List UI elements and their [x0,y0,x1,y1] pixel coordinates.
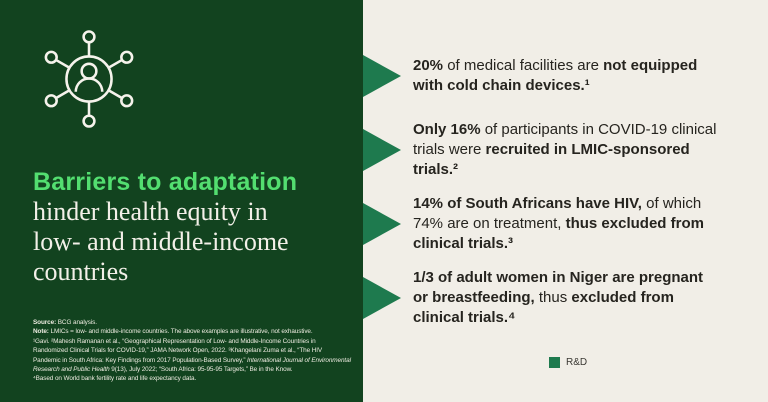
chevron-right-icon [363,203,401,245]
slide-title: Barriers to adaptation hinder health equ… [33,167,353,287]
title-line-2: low- and middle-income [33,227,289,256]
bullet-row-3: 14% of South Africans have HIV, of which… [363,193,768,255]
footnote-reference-4: ⁴Based on World bank fertility rate and … [33,375,197,383]
footnote-note: Note: LMICs = low- and middle-income cou… [33,328,313,336]
people-network-icon [44,30,134,128]
footnote-source: Source: BCG analysis. [33,319,97,326]
legend: R&D [549,357,587,368]
left-panel: Barriers to adaptation hinder health equ… [0,0,363,402]
bullet-text-1: 20% of medical facilities are not equipp… [413,57,698,94]
title-line-1: hinder health equity in [33,197,268,226]
legend-label: R&D [566,357,588,368]
title-highlight: Barriers to adaptation [33,168,298,196]
bullet-row-1: 20% of medical facilities are not equipp… [363,45,768,107]
bullet-row-2: Only 16% of participants in COVID-19 cli… [363,119,768,181]
legend-swatch-rd [549,357,560,368]
bullet-text-2: Only 16% of participants in COVID-19 cli… [413,121,717,178]
bullet-text-4: 1/3 of adult women in Niger are pregnant… [413,269,704,326]
footnotes: Source: BCG analysis. Note: LMICs = low-… [33,318,351,384]
chevron-right-icon [363,129,401,171]
bullet-text-3: 14% of South Africans have HIV, of which… [413,195,704,252]
chevron-right-icon [363,277,401,319]
footnote-references: ¹Gavi. ²Mahesh Ramanan et al., “Geograph… [33,337,351,374]
chevron-right-icon [363,55,401,97]
title-line-3: countries [33,257,129,286]
bullet-row-4: 1/3 of adult women in Niger are pregnant… [363,267,768,329]
